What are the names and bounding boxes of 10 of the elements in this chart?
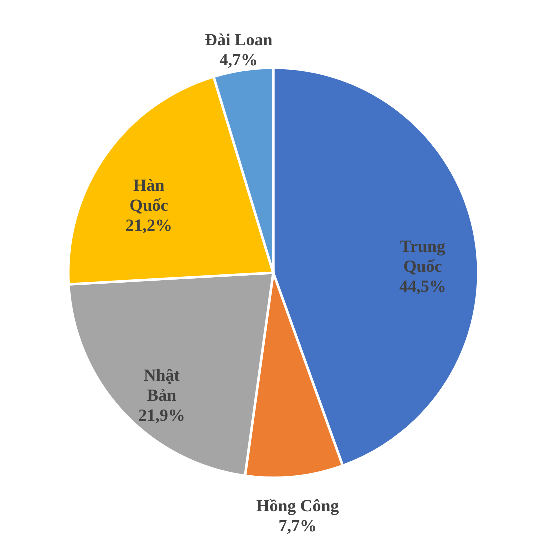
data-label: 44,5% [400, 276, 446, 296]
slice-label: Hàn Quốc [130, 176, 169, 216]
slice-label: Nhật Bản [144, 366, 180, 405]
data-label: 4,7% [220, 50, 258, 70]
data-label: 7,7% [278, 516, 317, 536]
data-label: 21,9% [138, 406, 186, 425]
slice-label: Hồng Công [256, 496, 340, 516]
data-label: 21,2% [126, 216, 172, 236]
slice-label: Đài Loan [205, 30, 274, 50]
slice-label: Trung Quốc [400, 236, 446, 276]
